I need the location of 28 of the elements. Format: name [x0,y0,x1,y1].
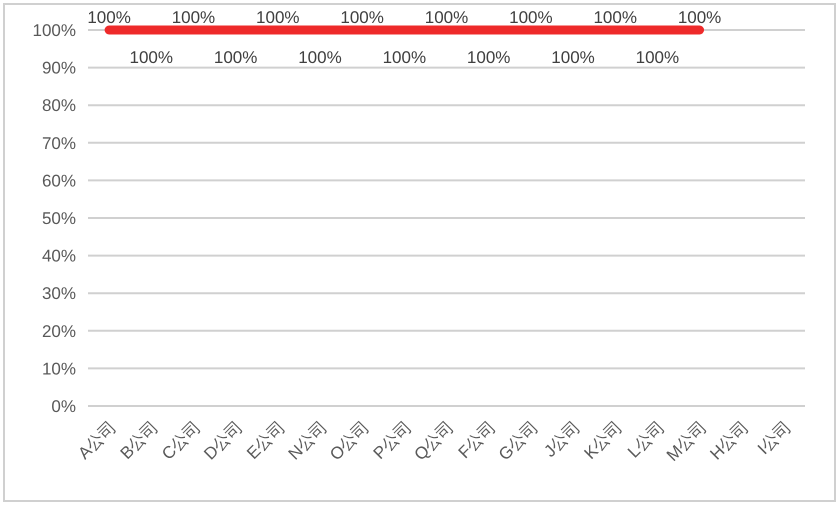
text: 100% [509,8,553,27]
text: 100% [466,48,510,67]
text: 100% [87,8,131,27]
text: 100% [424,8,468,27]
y-tick-label: 40% [42,246,76,266]
y-tick-label: 50% [42,209,76,228]
text: 100% [636,48,680,67]
text: 100% [593,8,637,27]
text: 100% [256,8,300,27]
y-tick-label: 60% [42,171,76,190]
y-tick-label: 30% [42,284,76,304]
text: 100% [172,8,216,27]
text: 100% [340,8,384,27]
y-tick-label: 20% [42,322,76,341]
text: 100% [130,48,174,67]
text: 100% [214,48,258,67]
text: 100% [551,48,595,67]
y-tick-label: 90% [42,58,76,78]
text: 100% [382,48,426,67]
y-tick-label: 70% [42,134,76,153]
y-tick-label: 0% [51,397,76,416]
y-tick-label: 100% [32,21,76,40]
x-tick-label: H公司 [706,417,753,464]
y-tick-label: 10% [42,359,76,378]
y-tick-label: 80% [42,96,76,116]
x-tick-label: I公司 [754,417,795,458]
text: 100% [298,48,342,67]
text: 100% [678,8,722,27]
